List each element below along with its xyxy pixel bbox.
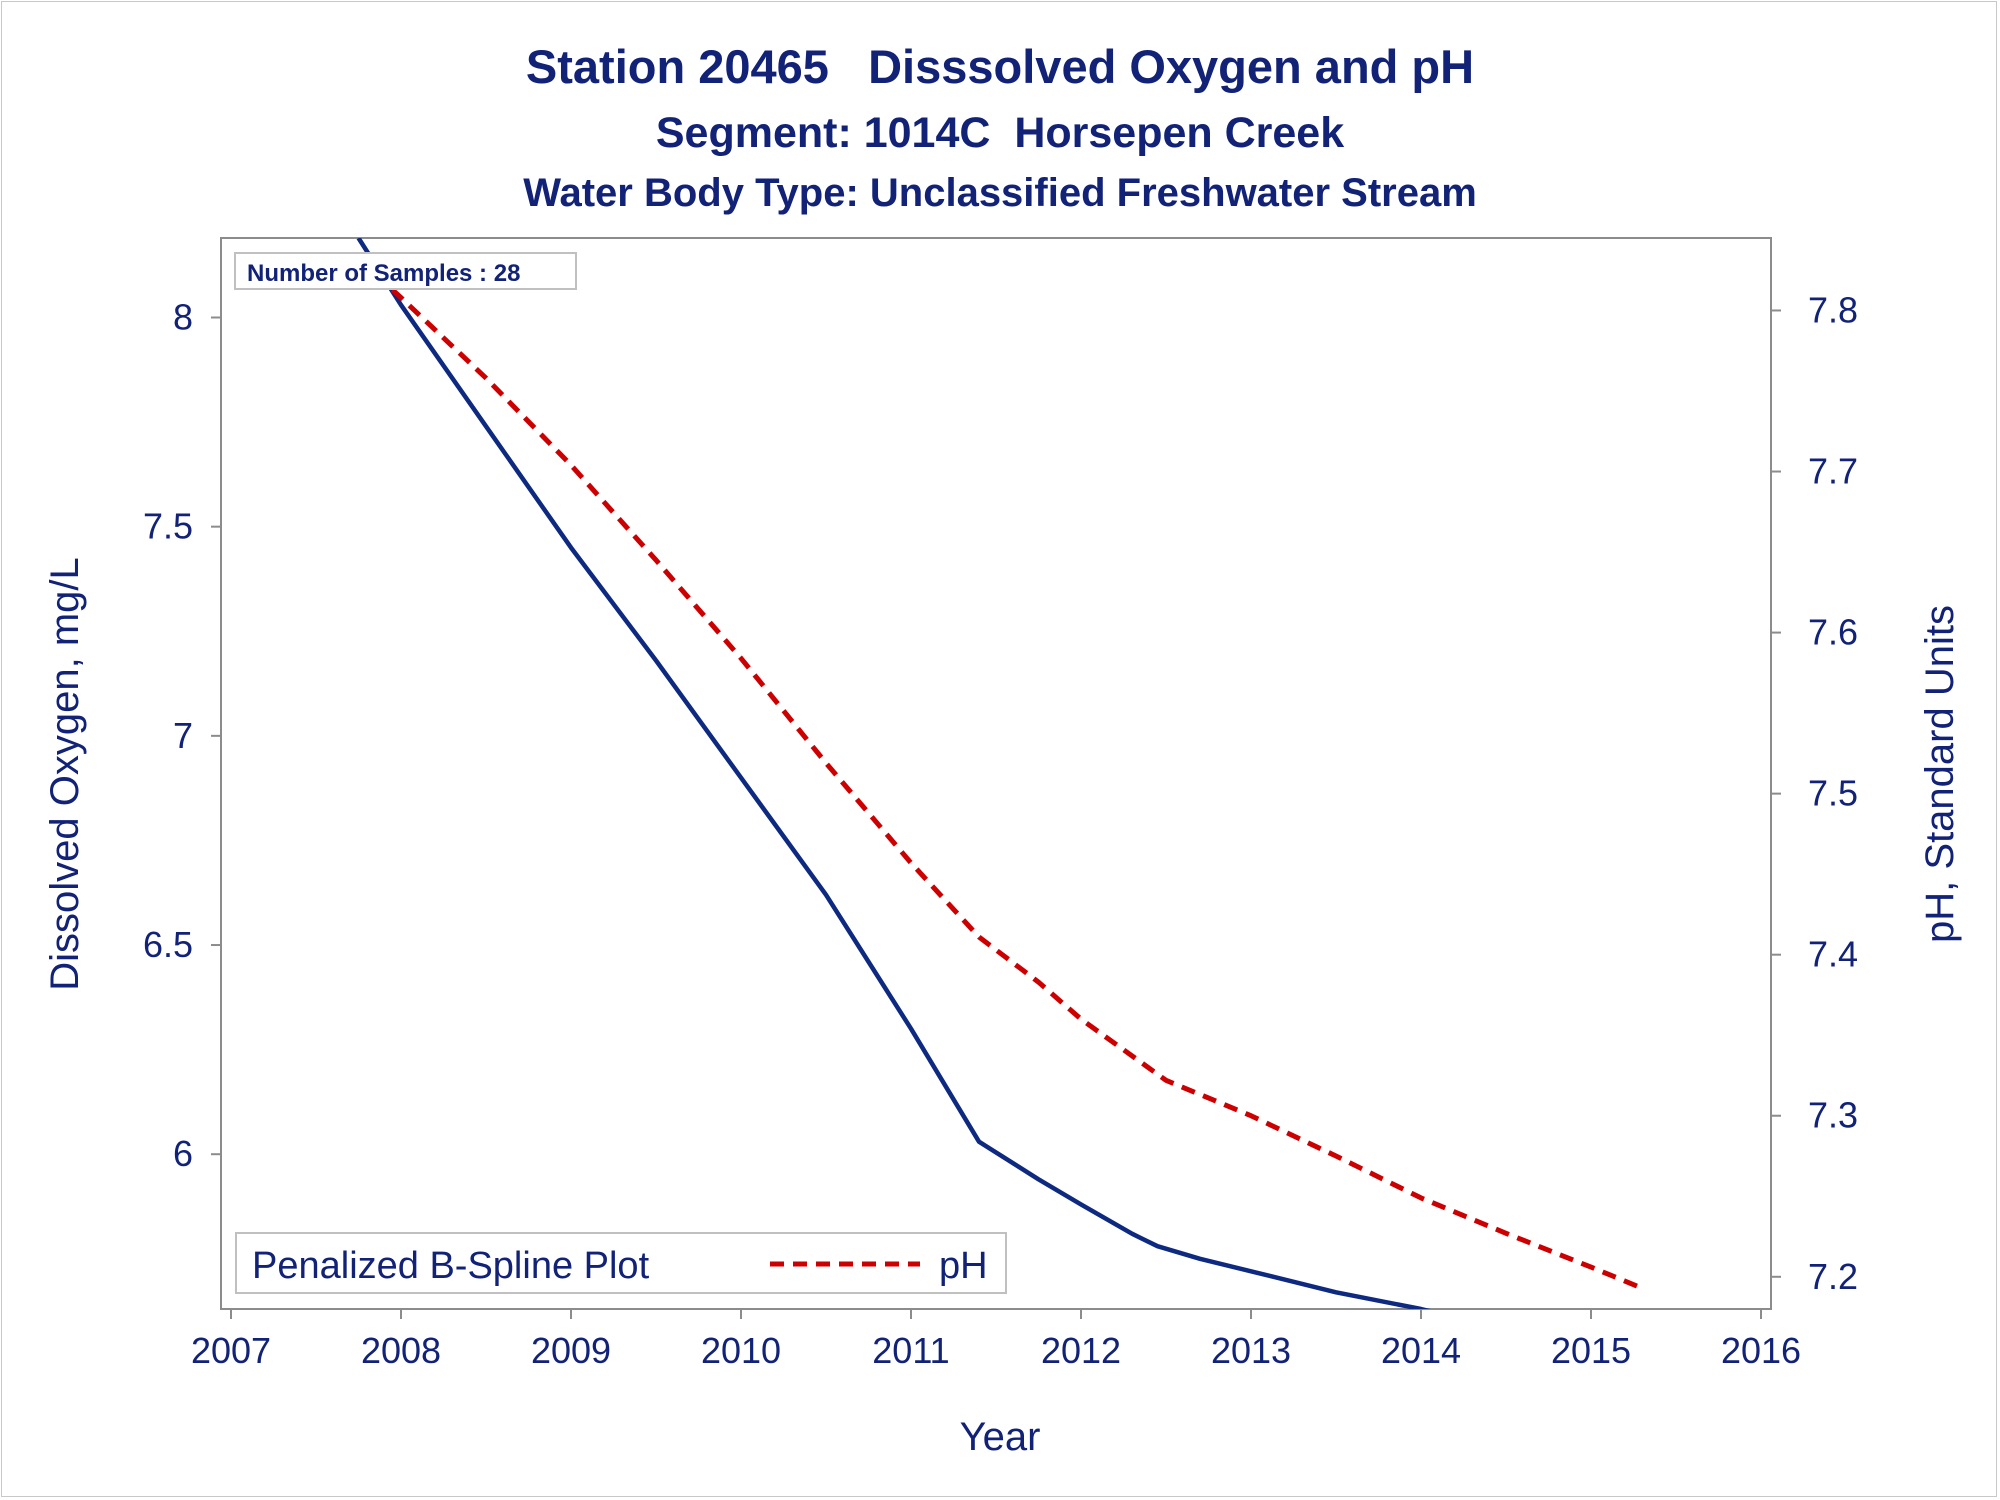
x-tick-label: 2009 [531,1330,611,1371]
y2-tick-label: 7.8 [1808,289,1858,330]
legend-ph-label: pH [939,1245,988,1287]
x-tick-label: 2007 [191,1330,271,1371]
y2-tick-label: 7.3 [1808,1095,1858,1136]
y-tick-label: 6 [173,1133,193,1174]
x-tick-label: 2015 [1551,1330,1631,1371]
y2-tick-label: 7.6 [1808,612,1858,653]
x-tick-label: 2013 [1211,1330,1291,1371]
legend-box [235,1232,1007,1294]
x-tick-label: 2011 [872,1330,949,1371]
sample-count-text: Number of Samples : 28 [247,260,520,287]
chart-title: Station 20465 Disssolved Oxygen and pH [526,40,1474,93]
x-axis-label: Year [960,1415,1041,1459]
y2-tick-label: 7.7 [1808,451,1858,492]
x-tick-label: 2010 [701,1330,781,1371]
legend-title: Penalized B-Spline Plot [252,1245,650,1287]
ph-series-line [356,257,1643,1291]
y2-tick-label: 7.2 [1808,1256,1858,1297]
x-tick-label: 2008 [361,1330,441,1371]
chart-subtitle: Segment: 1014C Horsepen Creek [656,109,1344,157]
y-axis-label: Dissolved Oxygen, mg/L [43,557,87,991]
x-tick-label: 2016 [1721,1330,1801,1371]
plot-area [220,237,1772,1310]
y-tick-label: 8 [173,296,193,337]
x-tick-label: 2014 [1381,1330,1461,1371]
x-tick-label: 2012 [1041,1330,1121,1371]
dissolved-oxygen-series-line [356,238,1431,1309]
y2-tick-label: 7.4 [1808,934,1858,975]
y-tick-label: 6.5 [143,924,193,965]
legend: Penalized B-Spline Plot pH [235,1232,1007,1294]
y2-tick-label: 7.5 [1808,773,1858,814]
y-tick-label: 7.5 [143,506,193,547]
y2-axis-label: pH, Standard Units [1918,605,1962,943]
y-tick-label: 7 [173,715,193,756]
sample-count-box [234,252,577,290]
chart-subtitle-2: Water Body Type: Unclassified Freshwater… [523,171,1477,215]
